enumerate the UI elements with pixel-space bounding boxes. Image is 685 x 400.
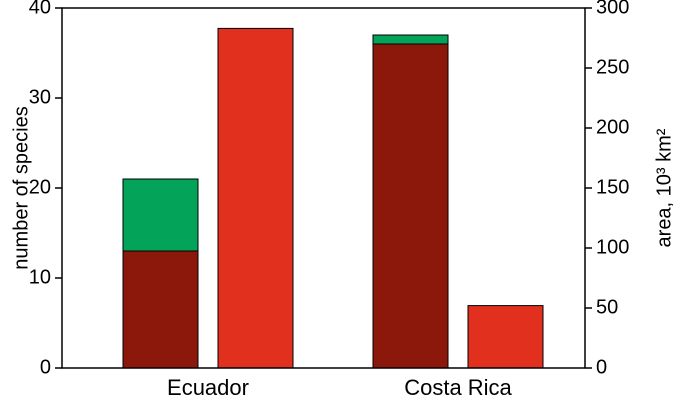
y-tick-label: 40: [29, 0, 51, 18]
y2-tick-label: 200: [596, 116, 629, 138]
y2-tick-label: 150: [596, 176, 629, 198]
bar: [467, 305, 544, 369]
y-tick-label: 30: [29, 86, 51, 108]
bar: [372, 43, 449, 369]
y-tick-label: 0: [40, 356, 51, 378]
plot-frame: [61, 7, 586, 369]
x-tick-label: Costa Rica: [404, 375, 512, 400]
y2-tick-label: 0: [596, 356, 607, 378]
y2-tick-label: 250: [596, 56, 629, 78]
bar: [372, 34, 449, 45]
bar: [217, 27, 294, 369]
y-axis-title: number of species: [10, 106, 32, 269]
y-tick-label: 10: [29, 266, 51, 288]
bar: [122, 250, 199, 369]
y-tick-label: 20: [29, 176, 51, 198]
bar: [122, 178, 199, 252]
y2-axis-title: area, 10³ km²: [653, 128, 675, 247]
y2-tick-label: 100: [596, 236, 629, 258]
y2-tick-label: 300: [596, 0, 629, 18]
y2-tick-label: 50: [596, 296, 618, 318]
x-tick-label: Ecuador: [167, 375, 249, 400]
